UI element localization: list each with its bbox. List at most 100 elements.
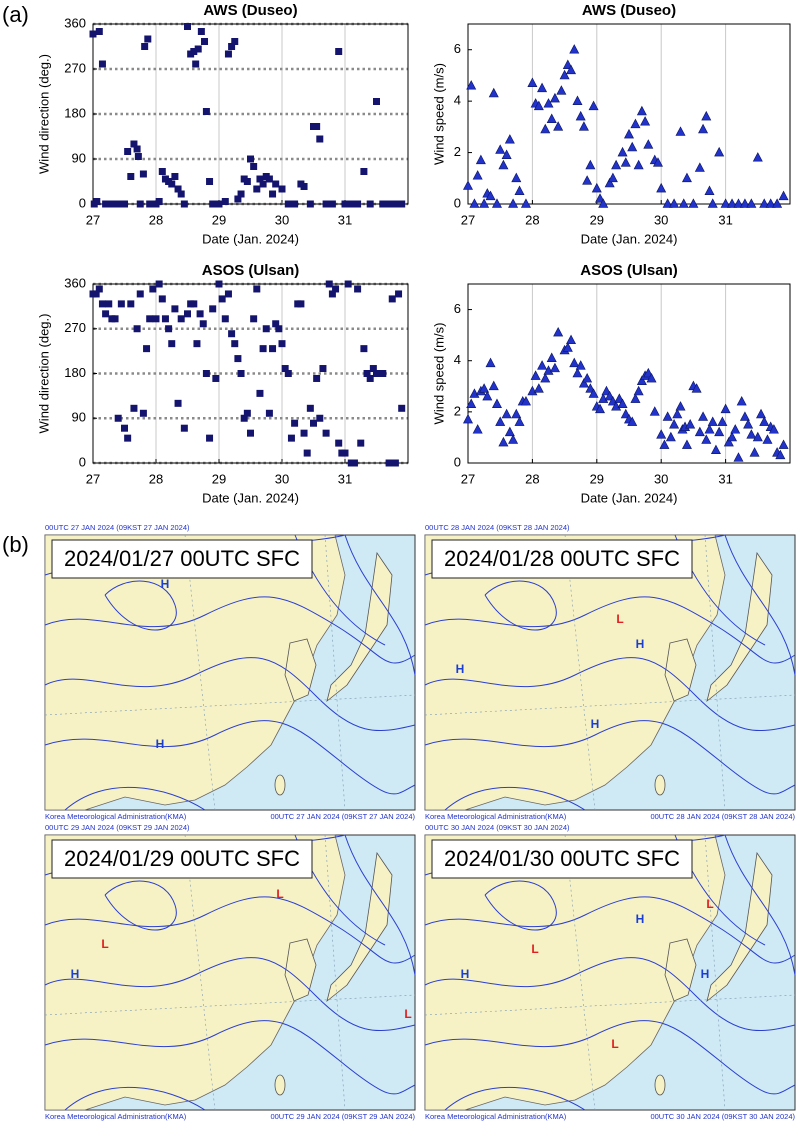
point [161,315,169,323]
isobar [424,720,796,795]
point [237,370,245,377]
point [739,411,750,421]
point [501,149,512,159]
point [733,452,744,462]
point [746,198,757,208]
isobar [424,596,796,664]
point [656,429,667,439]
point [707,198,718,208]
point [250,315,258,323]
pressure-center: L [706,897,713,911]
pressure-center: H [71,967,80,981]
point [332,285,340,293]
x-tick-label: 27 [461,471,475,486]
point [253,185,261,193]
point [102,310,110,318]
point [714,426,725,437]
point [479,198,490,208]
map-land [664,638,697,702]
point [472,424,483,434]
weather-map: 00UTC 27 JAN 2024 (09KST 27 JAN 2024) H H 2… [44,523,416,821]
point [691,383,702,393]
point [569,44,580,54]
map-footer-left: Korea Meteorological Administration(KMA) [45,1112,187,1121]
x-tick-label: 30 [654,212,668,227]
y-tick-label: 6 [454,41,461,56]
point [136,290,144,298]
point [527,385,538,396]
point [134,153,142,160]
point [701,110,712,121]
point [704,424,715,434]
point [218,295,226,303]
point [168,340,176,348]
y-tick-label: 0 [454,195,461,210]
point [92,290,100,298]
x-tick-label: 28 [149,212,163,227]
isobar [44,896,416,964]
point [617,398,628,408]
point [158,168,166,175]
x-tick-label: 29 [212,471,226,486]
point [231,340,239,348]
point [488,87,499,98]
isobar [44,957,416,1031]
point [221,315,229,323]
point [501,408,512,419]
point [385,200,393,208]
point [527,77,538,87]
map-gridline [424,994,796,1016]
map-land [706,851,773,1003]
map-land [664,938,697,1002]
point [495,144,506,154]
pressure-center: H [161,577,170,591]
point [114,414,122,422]
point [105,300,113,308]
y-axis-label: Wind direction (deg.) [36,54,51,174]
point [604,177,615,188]
point [303,449,311,457]
isobar [104,880,177,931]
point [171,305,179,313]
point [649,406,660,416]
point [736,395,747,406]
point [694,426,705,437]
point [180,424,188,432]
point [598,393,609,403]
x-axis-label: Date (Jan. 2024) [581,231,678,246]
point [322,429,330,437]
y-tick-label: 2 [454,403,461,418]
point [278,185,286,193]
point [202,370,210,377]
point [681,172,692,183]
y-tick-label: 270 [64,320,86,335]
map-land [326,551,393,703]
point [665,431,676,442]
point [504,134,515,144]
point [171,173,179,180]
point [300,429,308,437]
x-axis-label: Date (Jan. 2024) [202,231,299,246]
point [209,305,217,313]
point [237,190,245,198]
point [354,285,362,293]
plot-frame [467,283,791,464]
point [287,434,295,442]
point [272,180,280,188]
x-tick-label: 29 [212,212,226,227]
point [627,141,638,152]
point [752,152,763,162]
point [360,345,368,353]
isobar [64,786,206,811]
pressure-center: L [616,612,623,626]
pressure-center: H [456,662,465,676]
point [306,200,314,208]
map-footer-left: Korea Meteorological Administration(KMA) [425,1112,567,1121]
x-tick-label: 31 [718,212,732,227]
panel-label: (b) [2,532,29,557]
point [733,198,744,208]
point [620,157,631,167]
point [379,200,387,208]
x-tick-label: 30 [654,471,668,486]
isobar [424,657,796,731]
